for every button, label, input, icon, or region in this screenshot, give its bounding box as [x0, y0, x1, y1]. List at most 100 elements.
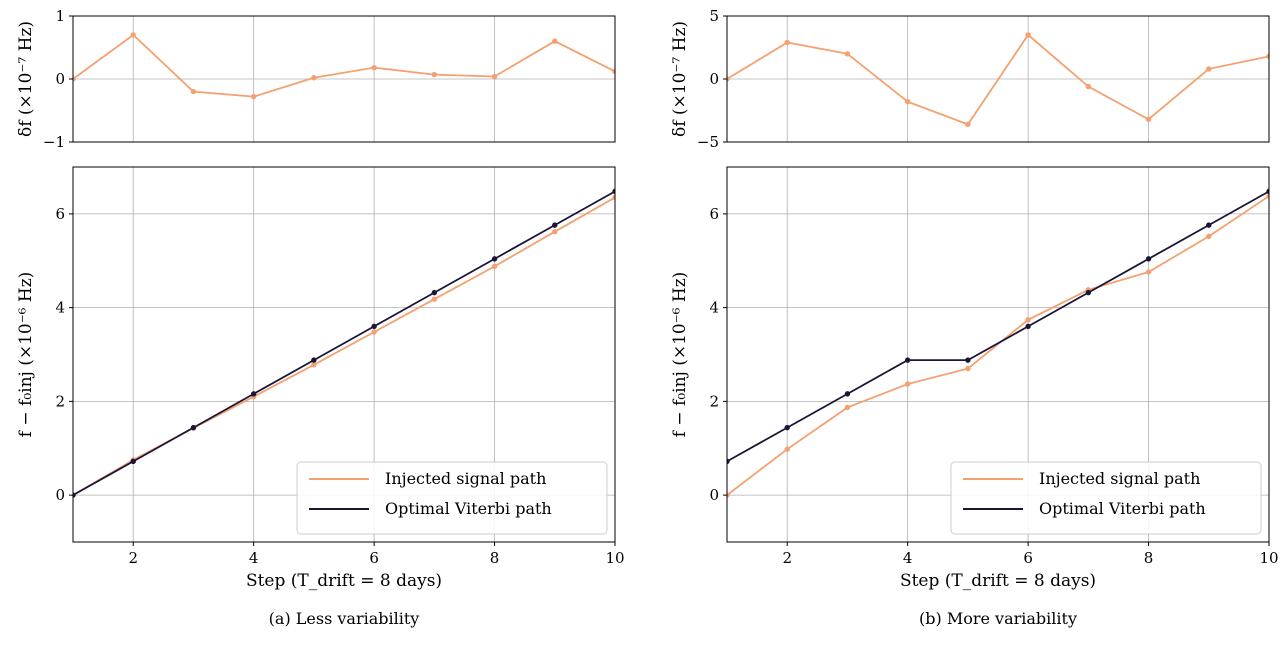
viterbi-path-point	[130, 458, 136, 465]
injected-path-point	[1206, 233, 1212, 240]
delta-f-point	[250, 93, 257, 100]
bottom-ytick-label: 0	[709, 486, 719, 504]
bottom-xtick-label: 4	[903, 549, 913, 567]
legend-box	[296, 461, 608, 535]
top-ytick-label: 0	[55, 70, 65, 88]
delta-f-point	[431, 71, 438, 78]
delta-f-line	[73, 33, 615, 98]
bottom-xtick-label: 8	[1144, 549, 1154, 567]
bottom-xtick-label: 4	[249, 549, 259, 567]
top-ytick-label: −1	[43, 133, 65, 151]
bottom-ylabel: f − f₀inj (×10⁻⁶ Hz)	[16, 272, 36, 438]
viterbi-path-point	[431, 289, 438, 296]
top-frame	[72, 15, 616, 143]
panel0-top-axes	[69, 15, 616, 143]
bottom-xlabel: Step (T_drift = 8 days)	[900, 571, 1096, 591]
injected-path-point	[844, 404, 851, 411]
bottom-ytick-label: 6	[709, 205, 719, 223]
delta-f-point	[844, 51, 851, 57]
legend: Injected signal path Optimal Viterbi path	[296, 461, 608, 535]
injected-path-point	[784, 446, 790, 452]
bottom-xtick-label: 10	[605, 549, 624, 567]
viterbi-path-point	[1145, 256, 1152, 262]
injected-path-point	[1145, 269, 1152, 275]
injected-path-point	[965, 365, 971, 372]
delta-f-point	[552, 38, 558, 44]
viterbi-path-point	[491, 256, 498, 262]
bottom-ytick-label: 0	[55, 486, 65, 504]
viterbi-path-point	[965, 357, 971, 363]
delta-f-point	[311, 75, 317, 81]
delta-f-point	[371, 64, 377, 71]
bottom-ytick-label: 2	[55, 392, 65, 410]
panel-caption: (a) Less variability	[269, 609, 420, 628]
delta-f-point	[1145, 116, 1152, 123]
bottom-series	[727, 188, 1269, 498]
viterbi-path-point	[727, 458, 730, 465]
delta-f-point	[1266, 53, 1269, 60]
legend: Injected signal path Optimal Viterbi path	[950, 461, 1262, 535]
injected-path-point	[371, 329, 377, 335]
top-ytick-label: −5	[697, 133, 719, 151]
injected-path-point	[1266, 193, 1269, 199]
bottom-xtick-label: 8	[490, 549, 500, 567]
bottom-xtick-label: 2	[128, 549, 138, 567]
delta-f-point	[784, 39, 790, 46]
bottom-frame	[72, 166, 616, 543]
delta-f-point	[1085, 83, 1092, 90]
top-series	[73, 32, 615, 100]
delta-f-point	[130, 32, 136, 38]
viterbi-path-point	[784, 424, 790, 431]
delta-f-point	[612, 68, 615, 75]
viterbi-path-point	[371, 323, 377, 330]
bottom-xtick-label: 6	[369, 549, 379, 567]
viterbi-path-point	[73, 492, 76, 498]
viterbi-path-point	[612, 188, 615, 195]
bottom-ylabel: f − f₀inj (×10⁻⁶ Hz)	[670, 272, 690, 438]
viterbi-path-point	[844, 391, 851, 397]
panel-caption: (b) More variability	[919, 609, 1077, 628]
injected-path-point	[727, 492, 730, 498]
legend-label: Injected signal path	[1039, 469, 1200, 488]
injected-path-point	[431, 296, 438, 302]
legend-label: Injected signal path	[385, 469, 546, 488]
legend-box	[950, 461, 1262, 535]
viterbi-path-point	[311, 357, 317, 363]
legend-label: Optimal Viterbi path	[1039, 499, 1206, 518]
injected-path-point	[904, 381, 911, 387]
top-frame	[726, 15, 1270, 143]
panel1-bottom-axes	[723, 166, 1270, 546]
delta-f-line	[727, 33, 1269, 126]
viterbi-path-point	[1266, 188, 1269, 195]
bottom-ytick-label: 2	[709, 392, 719, 410]
top-ytick-label: 0	[709, 70, 719, 88]
viterbi-path-line	[73, 190, 615, 496]
legend-label: Optimal Viterbi path	[385, 499, 552, 518]
delta-f-point	[965, 121, 971, 128]
bottom-frame	[726, 166, 1270, 543]
bottom-ytick-label: 6	[55, 205, 65, 223]
top-ylabel: δf (×10⁻⁷ Hz)	[670, 21, 690, 137]
delta-f-point	[190, 88, 197, 95]
injected-path-point	[491, 263, 498, 270]
injected-path-point	[1025, 317, 1031, 323]
bottom-ytick-label: 4	[709, 299, 719, 317]
delta-f-point	[1025, 32, 1031, 38]
top-series	[727, 32, 1269, 128]
viterbi-path-point	[1206, 222, 1212, 228]
bottom-xtick-label: 10	[1259, 549, 1278, 567]
viterbi-path-line	[727, 190, 1269, 463]
delta-f-point	[727, 76, 730, 82]
delta-f-point	[904, 98, 911, 105]
delta-f-point	[491, 73, 498, 80]
bottom-ytick-label: 4	[55, 299, 65, 317]
bottom-xlabel: Step (T_drift = 8 days)	[246, 571, 442, 591]
injected-path-point	[552, 228, 558, 235]
delta-f-point	[1206, 66, 1212, 72]
delta-f-point	[73, 76, 76, 82]
injected-path-point	[311, 362, 317, 368]
viterbi-path-point	[1025, 323, 1031, 330]
viterbi-path-point	[552, 222, 558, 228]
viterbi-path-point	[250, 391, 257, 397]
